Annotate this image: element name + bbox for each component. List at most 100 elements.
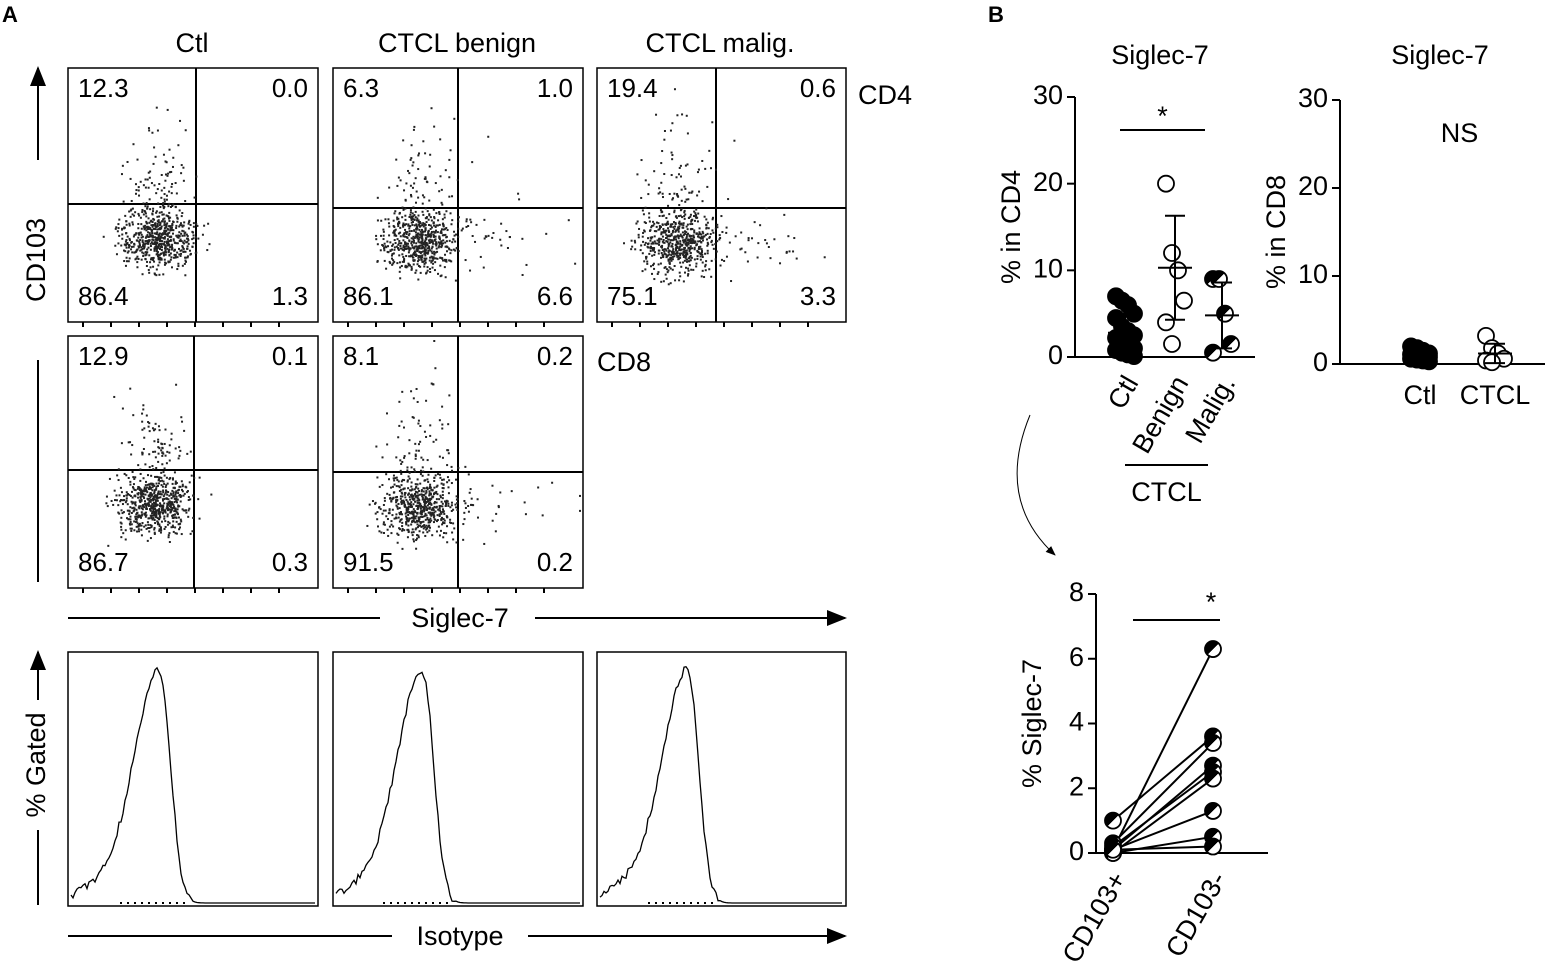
event-dot xyxy=(139,488,142,491)
event-dot xyxy=(133,243,136,246)
event-dot xyxy=(171,514,174,517)
event-dot xyxy=(739,248,742,251)
event-dot xyxy=(159,505,162,508)
event-dot xyxy=(497,506,500,509)
event-dot xyxy=(138,487,141,490)
event-dot xyxy=(433,492,436,495)
event-dot xyxy=(653,240,656,243)
event-dot xyxy=(450,521,453,524)
event-dot xyxy=(424,249,427,252)
event-dot xyxy=(168,478,171,481)
event-dot xyxy=(148,517,151,520)
data-point xyxy=(1104,840,1122,859)
event-dot xyxy=(113,489,116,492)
event-dot xyxy=(429,483,432,486)
event-dot xyxy=(429,233,432,236)
event-dot xyxy=(495,512,498,515)
event-dot xyxy=(681,216,684,219)
event-dot xyxy=(704,265,707,268)
event-dot xyxy=(374,502,377,505)
event-dot xyxy=(433,476,436,479)
event-dot xyxy=(441,502,444,505)
event-dot xyxy=(123,499,126,502)
event-dot xyxy=(685,251,688,254)
event-dot xyxy=(688,191,691,194)
event-dot xyxy=(159,237,162,240)
event-dot xyxy=(442,536,445,539)
event-dot xyxy=(137,516,140,519)
event-dot xyxy=(420,258,423,261)
x-tick-label: Malig. xyxy=(1179,371,1241,448)
event-dot xyxy=(430,503,433,506)
event-dot xyxy=(701,250,704,253)
event-dot xyxy=(159,511,162,514)
event-dot xyxy=(424,261,427,264)
event-dot xyxy=(125,256,128,259)
event-dot xyxy=(783,213,786,216)
event-dot xyxy=(652,249,655,252)
event-dot xyxy=(395,495,398,498)
event-dot xyxy=(678,271,681,274)
event-dot xyxy=(406,247,409,250)
event-dot xyxy=(414,511,417,514)
event-dot xyxy=(140,507,143,510)
event-dot xyxy=(424,496,427,499)
event-dot xyxy=(426,210,429,213)
event-dot xyxy=(674,235,677,238)
event-dot xyxy=(408,240,411,243)
event-dot xyxy=(168,253,171,256)
event-dot xyxy=(128,494,131,497)
event-dot xyxy=(413,253,416,256)
event-dot xyxy=(425,509,428,512)
event-dot xyxy=(408,227,411,230)
event-dot xyxy=(692,239,695,242)
event-dot xyxy=(451,531,454,534)
event-dot xyxy=(168,444,171,447)
event-dot xyxy=(382,238,385,241)
event-dot xyxy=(427,480,430,483)
event-dot xyxy=(447,502,450,505)
event-dot xyxy=(177,265,180,268)
event-dot xyxy=(668,242,671,245)
event-dot xyxy=(128,513,131,516)
event-dot xyxy=(178,253,181,256)
event-dot xyxy=(687,243,690,246)
event-dot xyxy=(428,242,431,245)
event-dot xyxy=(149,242,152,245)
event-dot xyxy=(138,505,141,508)
event-dot xyxy=(677,226,680,229)
event-dot xyxy=(181,229,184,232)
event-dot xyxy=(406,469,409,472)
event-dot xyxy=(132,414,135,417)
event-dot xyxy=(441,257,444,260)
event-dot xyxy=(440,201,443,204)
event-dot xyxy=(433,217,436,220)
event-dot xyxy=(163,467,166,470)
event-dot xyxy=(426,497,429,500)
event-dot xyxy=(708,268,711,271)
event-dot xyxy=(167,501,170,504)
event-dot xyxy=(414,442,417,445)
event-dot xyxy=(160,484,163,487)
event-dot xyxy=(139,496,142,499)
event-dot xyxy=(400,484,403,487)
event-dot xyxy=(380,219,383,222)
event-dot xyxy=(682,253,685,256)
group-label: CTCL xyxy=(1131,477,1202,507)
event-dot xyxy=(412,511,415,514)
event-dot xyxy=(125,239,128,242)
event-dot xyxy=(689,245,692,248)
event-dot xyxy=(631,245,634,248)
event-dot xyxy=(652,242,655,245)
event-dot xyxy=(416,523,419,526)
event-dot xyxy=(397,480,400,483)
event-dot xyxy=(147,240,150,243)
event-dot xyxy=(436,224,439,227)
event-dot xyxy=(125,223,128,226)
event-dot xyxy=(518,198,521,201)
event-dot xyxy=(525,263,528,266)
event-dot xyxy=(765,242,768,245)
event-dot xyxy=(415,201,418,204)
event-dot xyxy=(428,529,431,532)
event-dot xyxy=(138,244,141,247)
